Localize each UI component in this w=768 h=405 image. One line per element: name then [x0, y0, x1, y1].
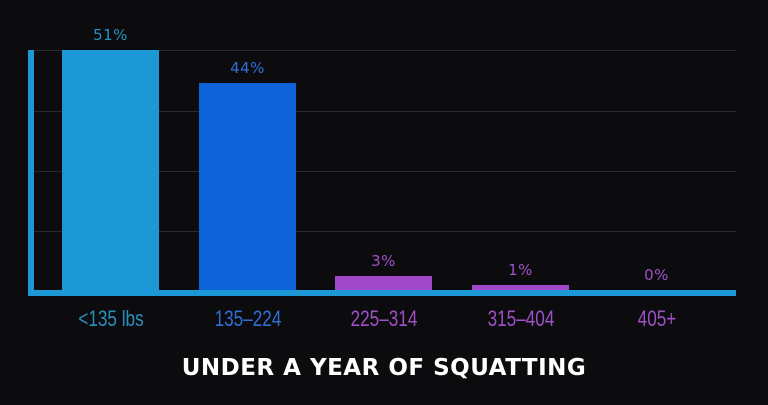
- x-tick-label: 135–224: [214, 306, 281, 331]
- bar: [472, 285, 569, 290]
- gridline: [34, 111, 736, 112]
- gridline: [34, 50, 736, 51]
- bar-value-label: 1%: [508, 261, 533, 279]
- x-tick-label: <135 lbs: [77, 306, 144, 331]
- bar: [335, 276, 432, 290]
- bar-value-label: 0%: [644, 266, 669, 284]
- chart-title: UNDER A YEAR OF SQUATTING: [181, 355, 587, 381]
- bar: [62, 50, 159, 290]
- x-tick-label: 225–314: [350, 306, 417, 331]
- bar-value-label: 51%: [93, 26, 128, 44]
- bar: [199, 83, 296, 290]
- bar-value-label: 3%: [371, 252, 396, 270]
- x-tick-label: 315–404: [487, 306, 554, 331]
- bar-value-label: 44%: [230, 59, 265, 77]
- gridline: [34, 231, 736, 232]
- gridline: [34, 171, 736, 172]
- x-axis-line: [28, 290, 736, 296]
- x-tick-label: 405+: [637, 306, 676, 331]
- y-axis-line: [28, 50, 34, 296]
